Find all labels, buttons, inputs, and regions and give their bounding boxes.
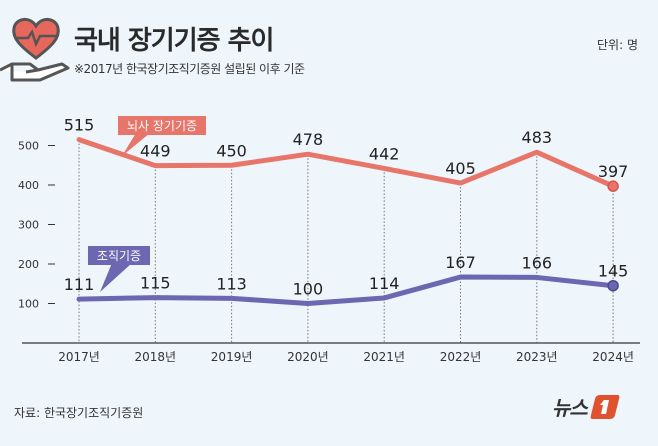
callout-pointer — [122, 133, 150, 156]
data-label: 166 — [522, 253, 553, 272]
y-tick-label: 100 — [18, 298, 39, 311]
data-label: 111 — [64, 275, 95, 294]
data-label: 449 — [140, 142, 171, 161]
data-label: 145 — [598, 262, 629, 281]
source-label: 자료: 한국장기조직기증원 — [14, 406, 144, 420]
logo-mark-icon — [590, 394, 620, 419]
x-tick-label: 2024년 — [592, 350, 634, 364]
y-tick-label: 300 — [18, 219, 39, 232]
legend-label: 뇌사 장기기증 — [127, 119, 197, 133]
data-label: 115 — [140, 274, 171, 293]
heart-hand-icon — [0, 18, 70, 82]
x-tick-label: 2020년 — [287, 350, 329, 364]
data-label: 483 — [522, 128, 553, 147]
data-label: 450 — [216, 141, 247, 160]
data-label: 397 — [598, 162, 629, 181]
callout-pointer — [100, 263, 132, 292]
series-line-1 — [76, 274, 616, 306]
end-point-marker — [607, 180, 619, 192]
x-tick-label: 2018년 — [135, 350, 177, 364]
legend-label: 조직기증 — [97, 249, 141, 263]
x-tick-label: 2021년 — [363, 350, 405, 364]
news1-logo: 뉴스 — [552, 392, 620, 421]
data-label: 114 — [369, 274, 400, 293]
y-tick-label: 400 — [18, 179, 39, 192]
logo-text: 뉴스 — [552, 396, 588, 420]
data-label: 113 — [216, 274, 247, 293]
data-label: 167 — [445, 253, 476, 272]
data-label: 100 — [293, 280, 324, 299]
chart-title: 국내 장기기증 추이 — [74, 26, 274, 56]
legend-callout-brain-death — [118, 116, 206, 135]
series-line-0 — [76, 137, 616, 189]
data-label: 515 — [64, 116, 95, 135]
y-tick-label: 500 — [18, 140, 39, 153]
unit-label: 단위: 명 — [597, 38, 638, 52]
x-tick-label: 2023년 — [516, 350, 558, 364]
x-tick-label: 2022년 — [440, 350, 482, 364]
data-label: 442 — [369, 144, 400, 163]
y-tick-label: 200 — [18, 258, 39, 271]
x-tick-label: 2017년 — [58, 350, 100, 364]
end-point-marker — [607, 279, 619, 292]
data-label: 478 — [293, 130, 324, 149]
x-tick-label: 2019년 — [211, 350, 253, 364]
chart-subtitle: ※2017년 한국장기조직기증원 설립된 이후 기준 — [74, 62, 305, 76]
data-label: 405 — [445, 159, 476, 178]
legend-callout-tissue — [88, 246, 150, 265]
